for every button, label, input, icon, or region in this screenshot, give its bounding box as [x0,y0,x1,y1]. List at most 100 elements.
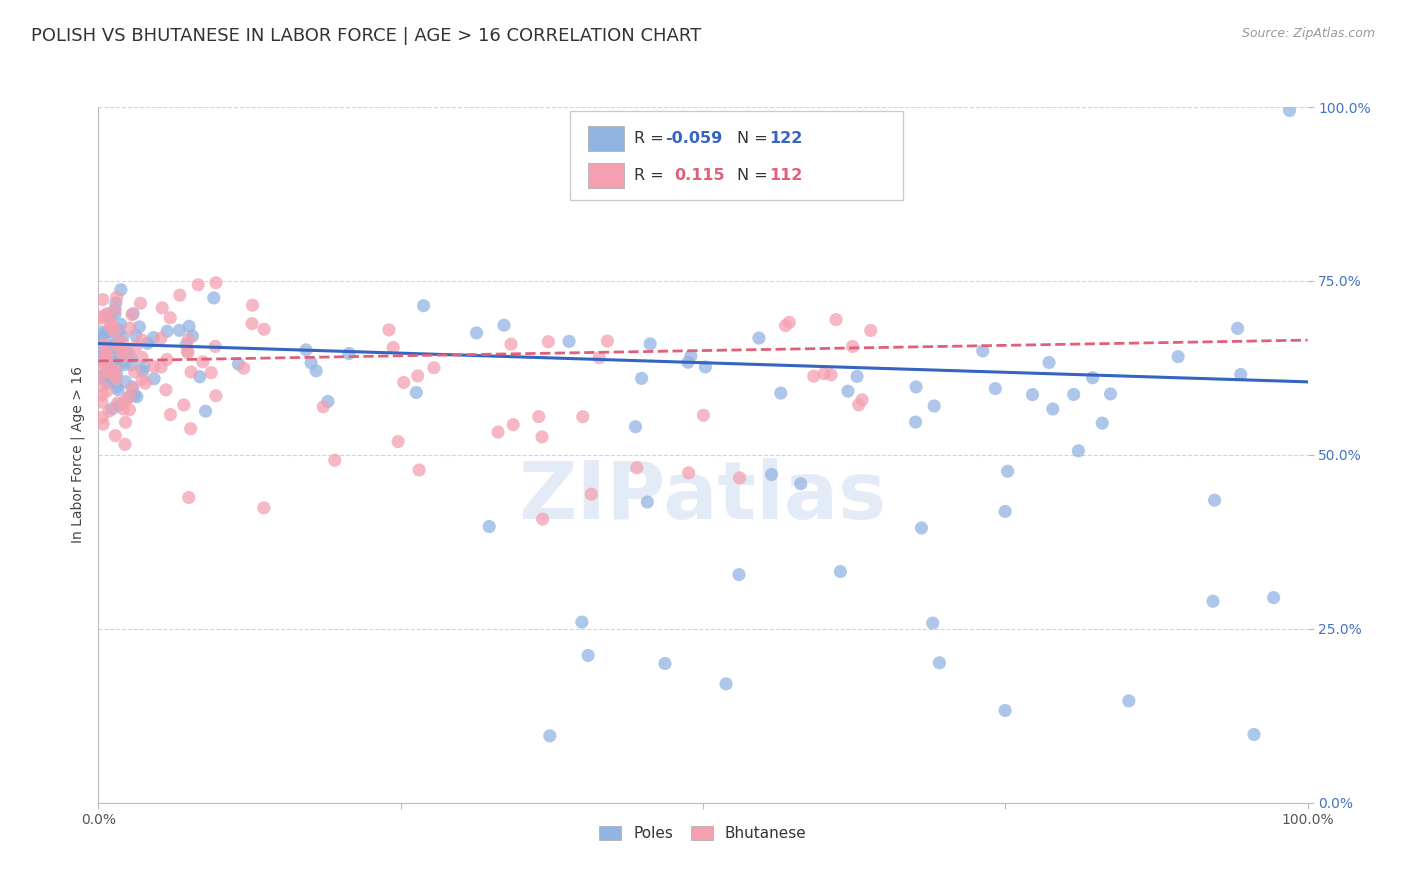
Point [1167,350,1189,364]
Point [994,703,1017,717]
Point [228,357,250,371]
Point [142,330,165,344]
Point [1099,387,1122,401]
Point [692,409,714,423]
Point [921,616,943,631]
Point [107,396,129,410]
Point [89,310,111,324]
Point [169,323,191,337]
Point [299,356,322,370]
Point [572,409,595,424]
Text: 122: 122 [769,131,803,146]
Point [1118,694,1140,708]
Point [121,308,143,322]
Text: Source: ZipAtlas.com: Source: ZipAtlas.com [1241,27,1375,40]
Point [131,364,153,378]
Point [626,460,648,475]
Point [194,404,217,418]
Point [97,404,120,418]
Point [125,339,148,353]
Point [295,343,318,357]
Point [778,315,800,329]
Point [253,500,276,515]
Point [91,379,114,393]
Point [922,399,945,413]
Point [728,567,751,582]
Point [174,337,197,351]
Point [91,410,114,425]
Point [125,328,148,343]
Point [406,368,429,383]
Point [125,390,148,404]
Point [110,283,132,297]
Point [169,288,191,302]
Point [1021,387,1043,401]
Point [486,425,509,439]
Point [200,366,222,380]
Point [150,359,173,374]
Point [103,340,125,354]
Legend: Poles, Bhutanese: Poles, Bhutanese [593,820,813,847]
Point [91,417,114,431]
Point [110,317,132,331]
Point [101,401,124,416]
Point [105,350,128,364]
Point [111,335,134,350]
Point [124,365,146,379]
FancyBboxPatch shape [569,111,903,200]
Point [93,337,115,351]
Text: 112: 112 [769,168,803,183]
Point [848,398,870,412]
Point [120,350,142,364]
Point [104,307,127,321]
Point [820,368,842,382]
Point [159,310,181,325]
Point [761,467,783,482]
Point [678,466,700,480]
Point [101,318,124,333]
Point [813,367,835,381]
Point [859,323,882,337]
Text: N =: N = [737,168,773,183]
Point [205,389,228,403]
Point [837,384,859,399]
Point [120,321,142,335]
Point [117,391,139,405]
Point [131,372,153,386]
Point [253,322,276,336]
Point [149,331,172,345]
Point [90,395,112,409]
Point [103,368,125,382]
Point [91,344,114,359]
Point [624,419,647,434]
Point [104,363,127,377]
Point [96,307,118,321]
Point [98,310,121,325]
Point [1202,594,1225,608]
Point [173,398,195,412]
Point [465,326,488,340]
Point [108,323,131,337]
Point [204,339,226,353]
Point [155,383,177,397]
Point [93,357,115,371]
Point [159,408,181,422]
Point [108,350,131,364]
Point [121,381,143,395]
Point [387,434,409,449]
Point [499,337,522,351]
Point [94,349,117,363]
Text: ZIPatlas: ZIPatlas [519,458,887,536]
Point [789,476,811,491]
Point [131,350,153,364]
Point [98,325,121,339]
Point [530,430,553,444]
Point [205,276,228,290]
Point [714,677,737,691]
Point [150,301,173,315]
Point [121,358,143,372]
Point [576,648,599,663]
Point [830,565,852,579]
Point [177,491,200,505]
Y-axis label: In Labor Force | Age > 16: In Labor Force | Age > 16 [70,367,86,543]
